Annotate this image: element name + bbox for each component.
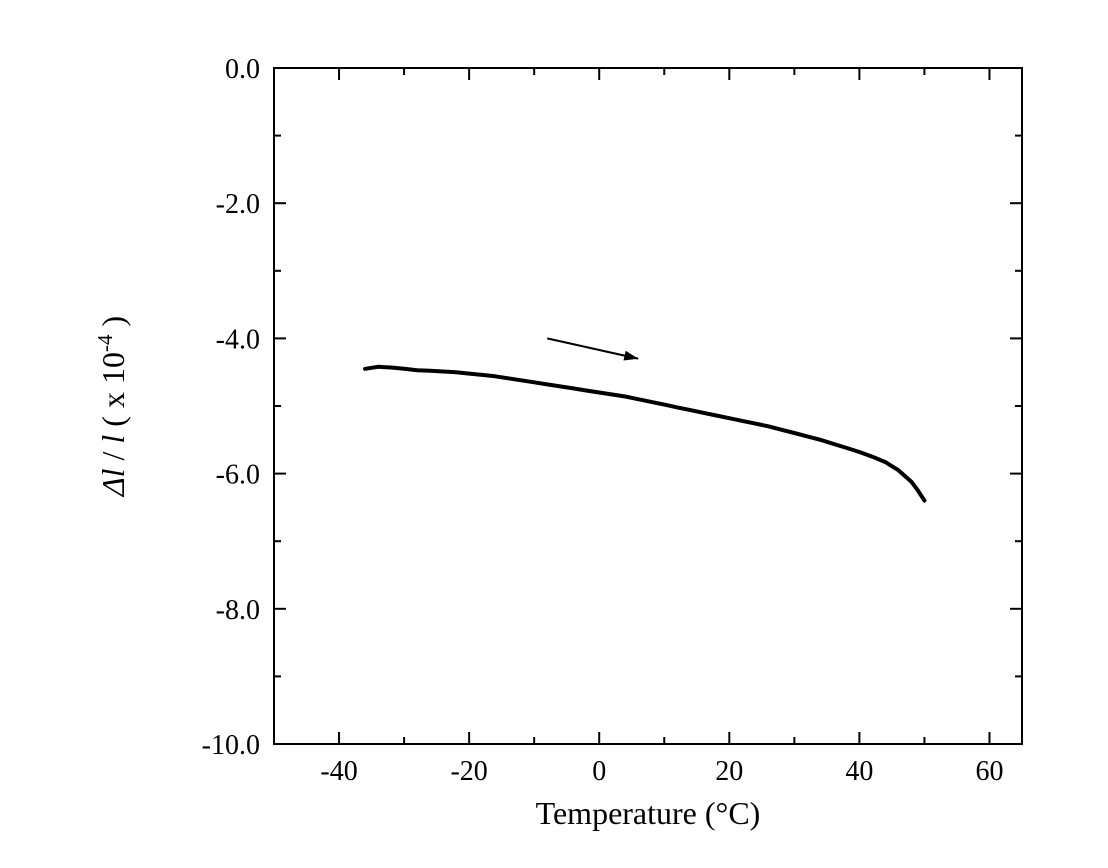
y-axis-label: Δl / l ( x 10-4 ): [93, 316, 131, 498]
x-axis-label: Temperature (°C): [536, 795, 761, 831]
y-tick-label: 0.0: [225, 54, 260, 85]
y-tick-label: -2.0: [216, 189, 260, 220]
x-tick-label: 40: [845, 756, 873, 787]
x-tick-label: -20: [450, 756, 487, 787]
x-tick-label: 60: [975, 756, 1003, 787]
x-tick-label: -40: [320, 756, 357, 787]
y-tick-label: -4.0: [216, 324, 260, 355]
x-tick-label: 20: [715, 756, 743, 787]
thermal-expansion-chart: -40 -20 0 20 40 60 0.0 -2.0 -4.0 -6.0 -8.0 -10.0 Tem…: [0, 0, 1108, 868]
y-tick-label: -10.0: [202, 730, 260, 761]
chart-svg: -40 -20 0 20 40 60 0.0 -2.0 -4.0 -6.0 -8.0 -10.0 Tem…: [0, 0, 1108, 868]
y-tick-label: -6.0: [216, 460, 260, 491]
series-dl-over-l: [365, 367, 924, 501]
x-tick-label: 0: [592, 756, 606, 787]
y-tick-label: -8.0: [216, 595, 260, 626]
plot-border: [274, 68, 1022, 744]
